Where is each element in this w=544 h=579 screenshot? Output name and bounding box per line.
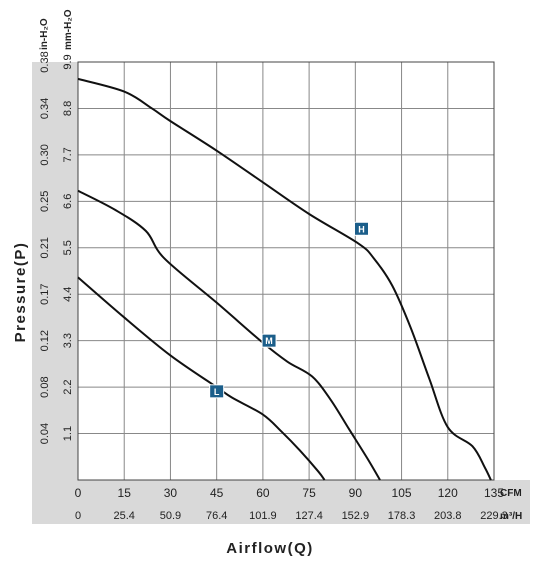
marker-label-m: M	[265, 336, 273, 346]
plot-border	[77, 61, 495, 481]
x-tick-label: 30	[164, 486, 178, 500]
y-tick-label-secondary: 0.30	[39, 144, 51, 165]
x-axis-title: Airflow(Q)	[226, 540, 314, 557]
x-tick-label: 90	[349, 486, 363, 500]
x-tick-label: 45	[210, 486, 224, 500]
y-axis-band	[32, 62, 78, 524]
curve-m	[77, 189, 381, 481]
x-tick-label-secondary: 0	[75, 510, 81, 522]
x-tick-label-secondary: 50.9	[160, 510, 181, 522]
x-tick-label-secondary: 76.4	[206, 510, 227, 522]
x-tick-label: 60	[256, 486, 270, 500]
x-tick-label-secondary: 229.3	[480, 510, 508, 522]
marker-l	[209, 384, 225, 399]
x-axis-band	[32, 480, 530, 524]
x-tick-label-secondary: 178.3	[388, 510, 416, 522]
curve-markers: H M L	[209, 221, 369, 399]
y-tick-label: 8.8	[62, 101, 74, 116]
y-axis-title: Pressure(P)	[12, 242, 29, 343]
y-tick-label: 3.3	[62, 333, 74, 348]
y-tick-label: 7.7	[62, 147, 74, 162]
y-tick-label-secondary: 0.17	[39, 284, 51, 305]
y-tick-label-secondary: 0.04	[39, 423, 51, 444]
y-tick-label: 5.5	[62, 240, 74, 255]
plot-area	[78, 62, 494, 480]
y-tick-label: 4.4	[62, 287, 74, 302]
x-tick-label: 105	[392, 486, 412, 500]
x-tick-label: 135	[484, 486, 504, 500]
x-tick-label: 120	[438, 486, 458, 500]
x-tick-label: 15	[118, 486, 132, 500]
y-tick-label-secondary: 0.34	[39, 98, 51, 119]
x-tick-label-secondary: 25.4	[114, 510, 135, 522]
marker-label-l: L	[214, 387, 220, 397]
y-tick-label: 9.9	[62, 54, 74, 69]
x-tick-label-secondary: 127.4	[295, 510, 323, 522]
tick-labels: 0 0 15 25.4 30 50.9 45 76.4 60 101.9 75 127.4 90 152.…	[39, 51, 508, 522]
y-tick-label: 2.2	[62, 379, 74, 394]
y-tick-label-secondary: 0.38	[39, 51, 51, 72]
x-unit-primary: CFM	[500, 488, 522, 499]
curve-l	[77, 276, 326, 481]
marker-h	[353, 221, 369, 236]
curve-h	[77, 77, 492, 481]
grid-lines	[78, 62, 494, 480]
x-tick-label-secondary: 101.9	[249, 510, 277, 522]
marker-m	[261, 333, 277, 348]
y-tick-label: 1.1	[62, 426, 74, 441]
marker-label-h: H	[358, 224, 365, 234]
y-unit-primary: mm-H₂O	[63, 9, 74, 50]
y-tick-label-secondary: 0.25	[39, 191, 51, 212]
y-unit-secondary: in-H₂O	[39, 18, 50, 50]
x-tick-label-secondary: 203.8	[434, 510, 462, 522]
x-unit-secondary: m³/H	[500, 511, 522, 522]
x-tick-label-secondary: 152.9	[342, 510, 370, 522]
y-tick-label-secondary: 0.12	[39, 330, 51, 351]
x-tick-label: 75	[302, 486, 316, 500]
curves	[77, 77, 492, 481]
x-tick-label: 0	[75, 486, 82, 500]
y-tick-label-secondary: 0.08	[39, 376, 51, 397]
y-tick-label: 6.6	[62, 194, 74, 209]
y-tick-label-secondary: 0.21	[39, 237, 51, 258]
